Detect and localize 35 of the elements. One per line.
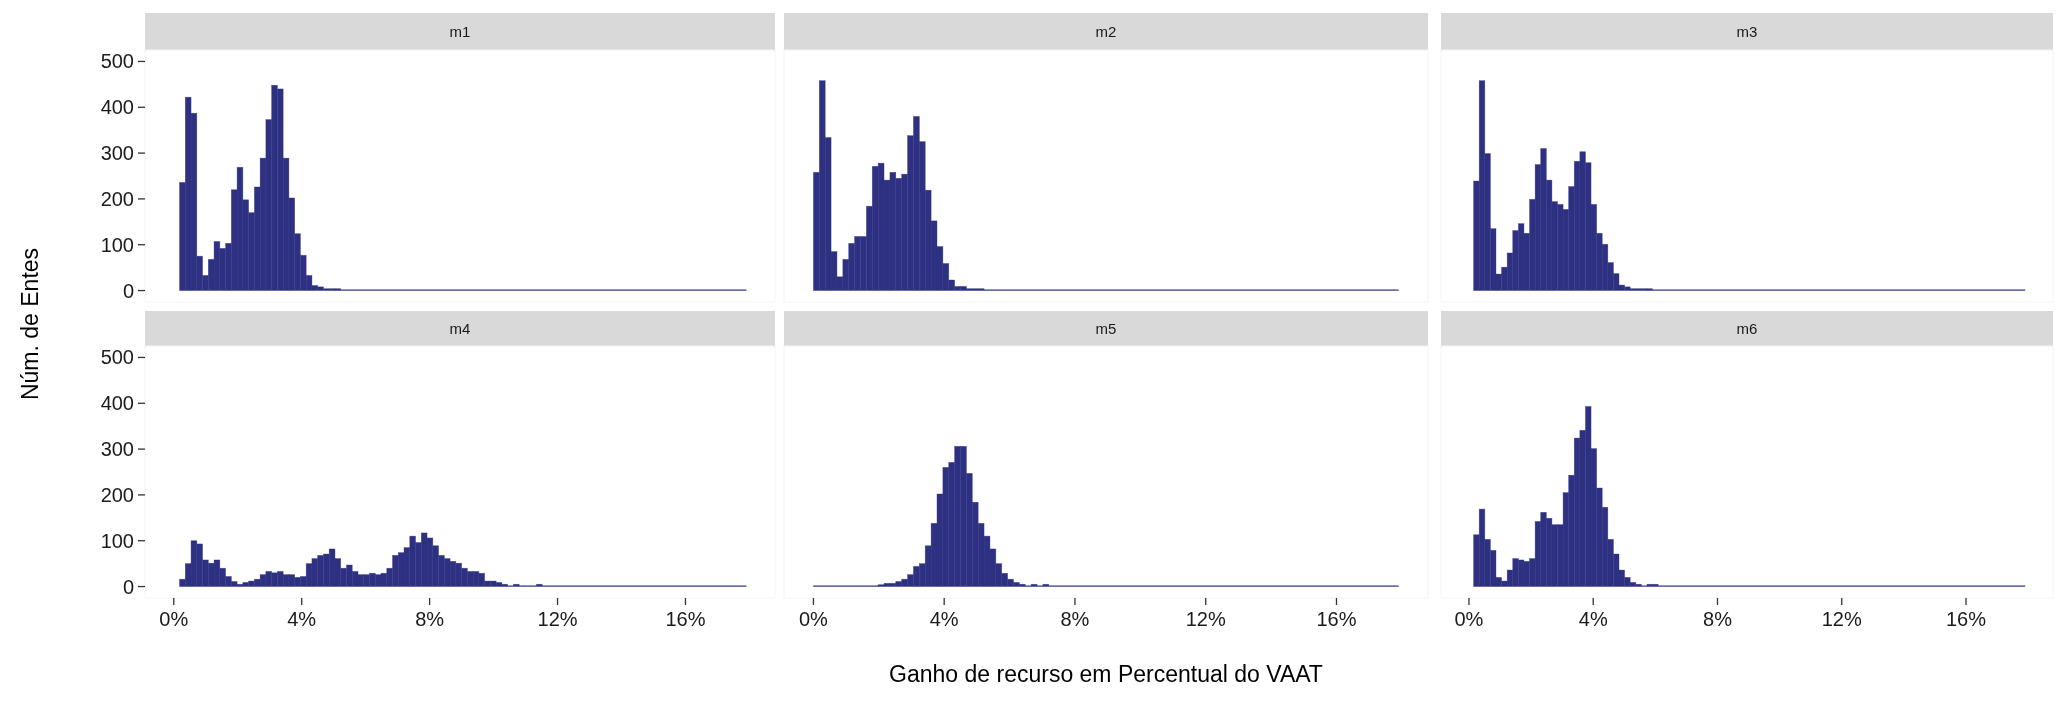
- y-tick-label: 100: [100, 233, 134, 256]
- x-axis-title: Ganho de recurso em Percentual do VAAT: [889, 661, 1323, 687]
- y-tick-label: 300: [100, 142, 134, 165]
- y-tick-label: 400: [100, 96, 134, 119]
- y-tick-label: 0: [122, 575, 134, 598]
- x-tick-label: 16%: [665, 608, 706, 630]
- x-tick-label: 12%: [1821, 608, 1862, 630]
- chart-title: m2: [1095, 22, 1117, 40]
- y-tick-label: 400: [100, 392, 134, 415]
- y-tick-label: 200: [100, 483, 134, 506]
- y-axis-title: Núm. de Entes: [17, 247, 43, 401]
- y-tick-label: 200: [100, 187, 134, 210]
- x-tick-label: 0%: [798, 608, 829, 630]
- x-tick-label: 0%: [159, 608, 189, 630]
- chart-title: m1: [449, 22, 471, 40]
- chart-title: m3: [1736, 22, 1758, 40]
- chart-title: m6: [1736, 319, 1758, 337]
- x-tick-label: 8%: [415, 608, 445, 630]
- x-tick-label: 8%: [1703, 608, 1733, 630]
- chart-title: m4: [449, 319, 471, 337]
- x-tick-label: 12%: [1185, 608, 1226, 630]
- x-tick-label: 4%: [1578, 608, 1608, 630]
- y-tick-label: 500: [100, 50, 134, 73]
- chart-title: m5: [1095, 319, 1117, 337]
- y-tick-label: 0: [122, 279, 134, 302]
- y-tick-label: 300: [100, 438, 134, 461]
- x-tick-label: 4%: [287, 608, 317, 630]
- x-tick-label: 16%: [1316, 608, 1357, 630]
- x-tick-label: 8%: [1060, 608, 1090, 630]
- x-tick-label: 16%: [1946, 608, 1987, 630]
- y-tick-label: 500: [100, 346, 134, 369]
- x-tick-label: 12%: [537, 608, 578, 630]
- x-tick-label: 4%: [929, 608, 959, 630]
- y-tick-label: 100: [100, 529, 134, 552]
- x-tick-label: 0%: [1454, 608, 1484, 630]
